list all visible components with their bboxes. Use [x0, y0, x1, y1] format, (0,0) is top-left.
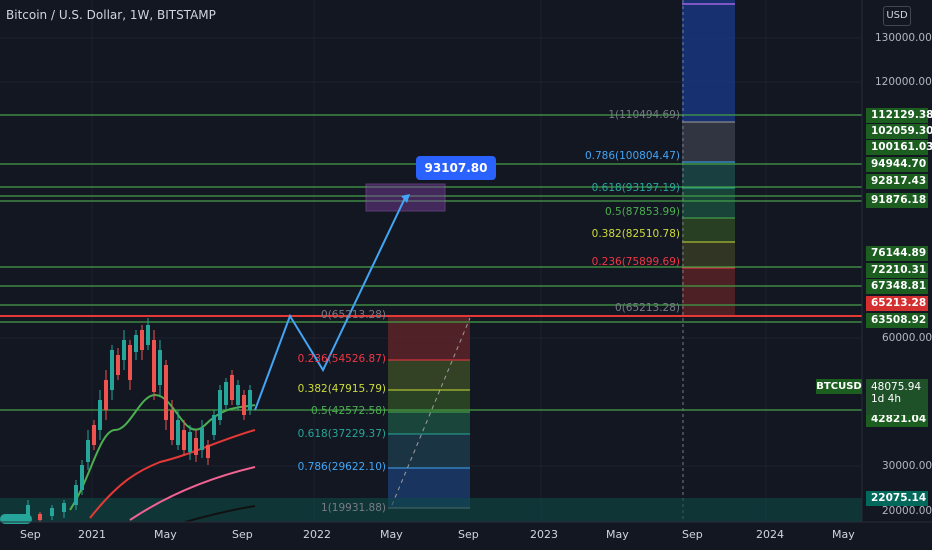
candle-body: [194, 438, 198, 455]
candle-body: [62, 503, 66, 512]
fib-level-label: 0(65213.28): [615, 302, 680, 314]
level-badge: 72210.31: [866, 263, 928, 278]
candle-body: [152, 340, 156, 392]
candle-body: [98, 400, 102, 430]
price-label: 30000.00: [882, 460, 932, 472]
candlesticks: [26, 318, 252, 522]
projection-path[interactable]: [254, 197, 406, 411]
fib-level-label: 1(19931.88): [321, 502, 386, 514]
horizontal-levels[interactable]: [0, 114, 862, 411]
time-axis-label: May: [154, 528, 177, 541]
level-badge: 91876.18: [866, 193, 928, 208]
level-badge: 76144.89: [866, 246, 928, 261]
level-badge: 100161.03: [866, 140, 932, 155]
candle-body: [170, 410, 174, 440]
fib-level-label: 0.618(93197.19): [591, 182, 680, 194]
level-badge: 63508.92: [866, 313, 928, 328]
current-price: 48075.94: [871, 381, 922, 393]
level-badge: 94944.70: [866, 157, 928, 172]
candle-body: [176, 420, 180, 445]
candle-body: [248, 390, 252, 410]
candle-body: [200, 428, 204, 450]
time-axis-label: 2024: [756, 528, 784, 541]
candle-body: [104, 380, 108, 410]
time-axis-label: Sep: [682, 528, 703, 541]
time-axis-label: 2023: [530, 528, 558, 541]
symbol-label: BTCUSD: [816, 379, 862, 394]
fib-level-label: 0.236(54526.87): [297, 353, 386, 365]
candle-body: [182, 430, 186, 450]
candle-body: [86, 440, 90, 462]
support-zone: [0, 498, 862, 522]
candle-body: [74, 485, 78, 505]
candle-body: [212, 415, 216, 435]
price-label: 20000.00: [882, 505, 932, 517]
fib-retracement-upper[interactable]: [682, 0, 735, 522]
fib-level-label: 0.5(87853.99): [605, 206, 680, 218]
fib-level-label: 0.5(42572.58): [311, 405, 386, 417]
level-badge: 67348.81: [866, 279, 928, 294]
fib-level-label: 0.236(75899.69): [591, 256, 680, 268]
fib-level-label: 0.786(100804.47): [584, 150, 680, 162]
time-axis-label: Sep: [232, 528, 253, 541]
level-badge: 22075.14: [866, 491, 928, 506]
candle-body: [164, 365, 168, 420]
level-badge: 65213.28: [866, 296, 928, 311]
currency-button[interactable]: USD: [883, 6, 911, 26]
time-axis-label: Sep: [458, 528, 479, 541]
level-badge: 112129.38: [866, 108, 932, 123]
candle-body: [26, 505, 30, 515]
time-axis-label: Sep: [20, 528, 41, 541]
fib-level-label: 0.618(37229.37): [297, 428, 386, 440]
fib-level-label: 0.382(82510.78): [591, 228, 680, 240]
candle-body: [206, 445, 210, 458]
price-label: 60000.00: [882, 332, 932, 344]
price-label: 120000.00: [875, 76, 932, 88]
fib-level-label: 1(110494.69): [608, 109, 680, 121]
candle-body: [224, 382, 228, 405]
candle-body: [158, 350, 162, 385]
candle-body: [80, 465, 84, 490]
candle-body: [218, 390, 222, 420]
time-axis-label: 2021: [78, 528, 106, 541]
projection-arrow-icon: [401, 194, 410, 203]
candle-body: [50, 508, 54, 516]
time-axis-label: May: [832, 528, 855, 541]
candle-body: [146, 325, 150, 345]
time-axis-label: May: [380, 528, 403, 541]
candle-body: [92, 425, 96, 445]
level-badge: 102059.30: [866, 124, 932, 139]
candle-body: [140, 330, 144, 350]
price-label: 130000.00: [875, 32, 932, 44]
candle-body: [110, 350, 114, 390]
level-badge: 42821.04: [866, 412, 928, 427]
fib-retracement-lower[interactable]: [388, 316, 471, 509]
candle-body: [116, 355, 120, 375]
fib-level-label: 0(65213.28): [321, 309, 386, 321]
candle-body: [128, 345, 132, 380]
candle-body: [38, 514, 42, 520]
candle-body: [122, 340, 126, 360]
candle-body: [230, 375, 234, 400]
level-badge: 92817.43: [866, 174, 928, 189]
bar-countdown: 1d 4h: [871, 393, 902, 405]
candle-body: [236, 385, 240, 405]
target-price-label[interactable]: 93107.80: [416, 156, 496, 180]
fib-level-label: 0.382(47915.79): [297, 383, 386, 395]
time-axis-label: 2022: [303, 528, 331, 541]
time-axis-label: May: [606, 528, 629, 541]
fib-level-label: 0.786(29622.10): [297, 461, 386, 473]
current-price-badge: 48075.94 1d 4h: [866, 379, 928, 415]
candle-body: [242, 395, 246, 415]
chart-title: Bitcoin / U.S. Dollar, 1W, BITSTAMP: [6, 8, 216, 22]
candle-body: [188, 432, 192, 452]
candle-body: [134, 335, 138, 352]
